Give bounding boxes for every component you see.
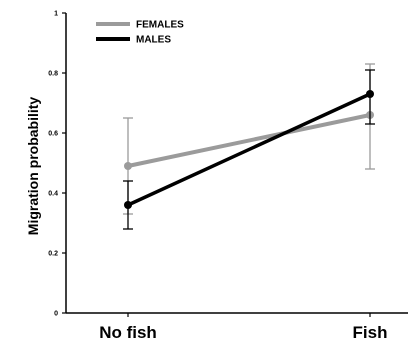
x-ticks: No fish Fish: [99, 313, 387, 342]
axes: [65, 13, 408, 314]
y-tick-label: 1: [54, 11, 58, 18]
data-point: [124, 162, 132, 170]
series: [123, 63, 375, 230]
y-ticks: 0 0.2 0.4 0.6 0.8 1: [48, 11, 66, 318]
data-point: [366, 90, 374, 98]
y-tick-label: 0: [54, 311, 58, 318]
series-line: [126, 113, 372, 168]
y-axis-label: Migration probability: [25, 97, 41, 236]
series-line: [126, 92, 372, 207]
x-tick-label: No fish: [99, 323, 157, 342]
legend-label: MALES: [136, 35, 171, 46]
series-males: [123, 69, 375, 230]
y-tick-label: 0.6: [48, 131, 58, 138]
y-tick-label: 0.4: [48, 191, 58, 198]
x-tick-label: Fish: [353, 323, 388, 342]
y-tick-label: 0.2: [48, 251, 58, 258]
legend-label: FEMALES: [136, 20, 184, 31]
y-tick-label: 0.8: [48, 71, 58, 78]
data-point: [124, 201, 132, 209]
legend: FEMALES MALES: [96, 20, 184, 46]
